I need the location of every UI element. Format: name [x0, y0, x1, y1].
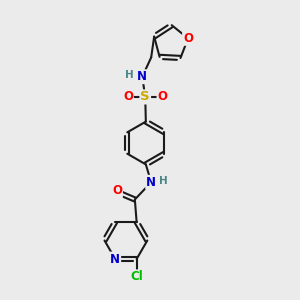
Text: S: S	[140, 90, 150, 104]
Text: Cl: Cl	[130, 270, 143, 284]
Text: N: N	[146, 176, 156, 189]
Text: H: H	[124, 70, 133, 80]
Text: H: H	[159, 176, 168, 186]
Text: O: O	[158, 90, 167, 104]
Text: O: O	[112, 184, 122, 197]
Text: O: O	[123, 90, 133, 104]
Text: N: N	[137, 70, 147, 83]
Text: N: N	[110, 253, 120, 266]
Text: O: O	[183, 32, 193, 45]
